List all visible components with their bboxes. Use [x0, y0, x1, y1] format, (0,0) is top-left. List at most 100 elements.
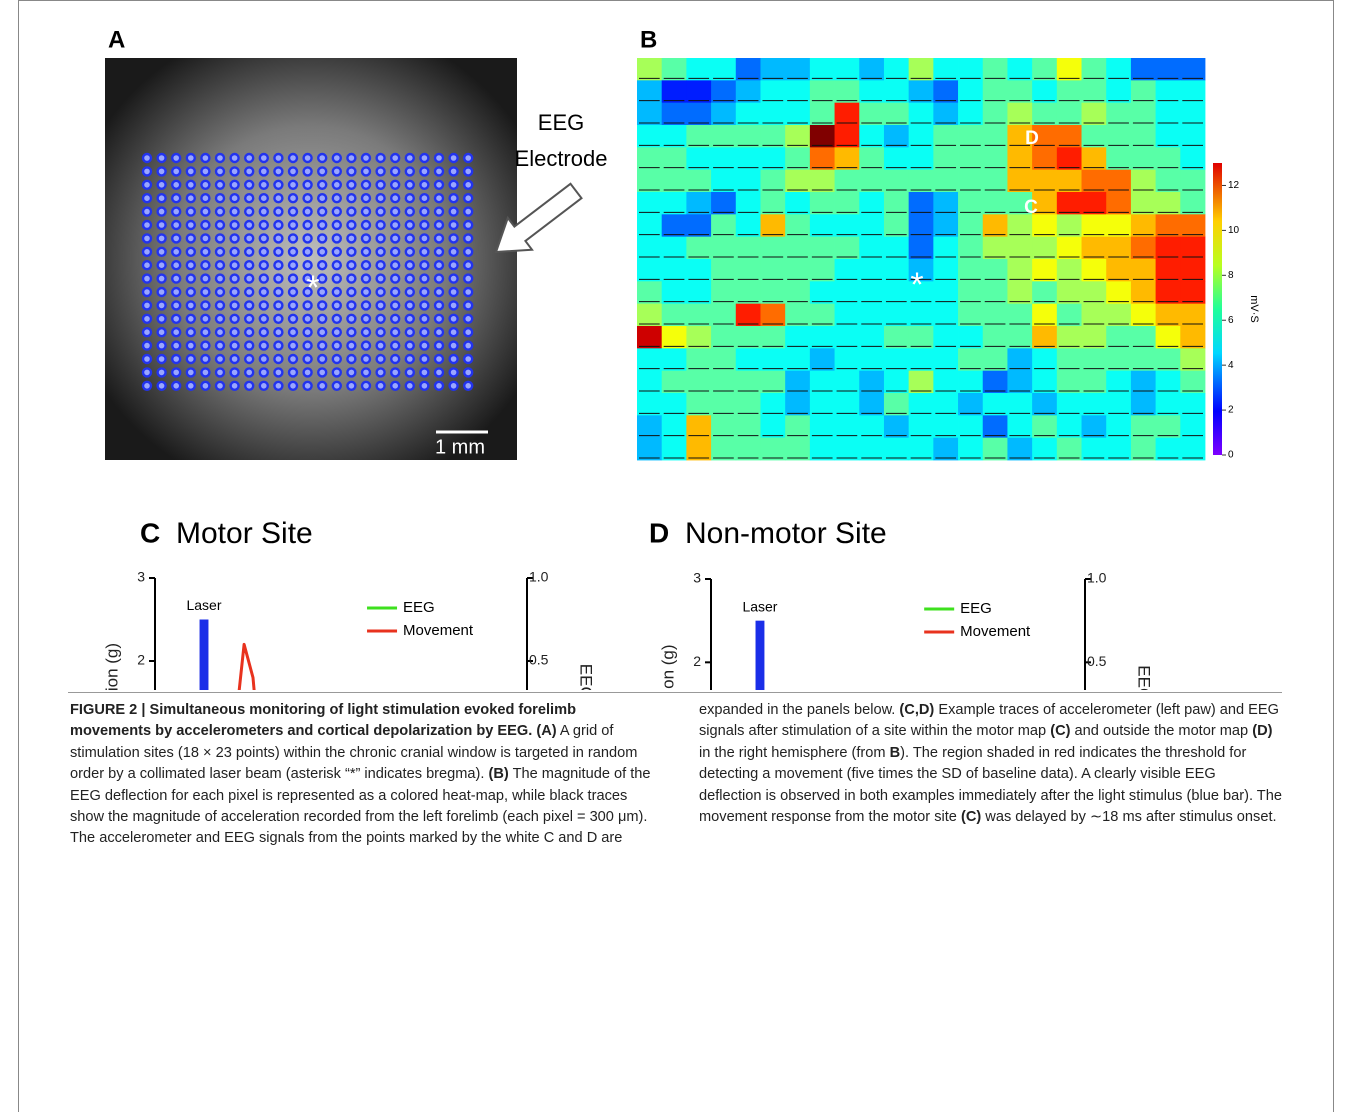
stimulation-site	[419, 152, 430, 164]
stimulation-site	[243, 313, 255, 324]
heat-cell	[933, 147, 959, 171]
stimulation-site	[390, 353, 401, 365]
heat-cell	[1081, 326, 1107, 349]
stimulation-site	[141, 286, 153, 298]
stimulation-site	[302, 300, 313, 311]
heat-cell	[809, 326, 835, 349]
legend-label: Movement	[960, 623, 1031, 640]
heat-cell	[834, 370, 860, 394]
stimulation-site	[360, 273, 372, 284]
stimulation-site	[433, 300, 445, 311]
heat-cell	[686, 147, 712, 171]
heat-cell	[1155, 125, 1181, 148]
heat-cell	[933, 348, 959, 372]
stimulation-site	[200, 353, 211, 365]
heat-cell	[661, 58, 687, 81]
stimulation-site	[214, 206, 226, 217]
heat-cell	[637, 169, 663, 193]
stimulation-site	[229, 286, 240, 298]
stimulation-site	[463, 233, 474, 244]
stimulation-site	[214, 380, 226, 391]
heat-cell	[908, 192, 934, 215]
stimulation-site	[243, 192, 255, 204]
caption-text: in the right hemisphere (from	[699, 744, 890, 761]
stimulation-site	[331, 246, 342, 258]
heat-cell	[785, 370, 811, 394]
heat-cell	[711, 281, 737, 305]
heat-cell	[883, 415, 910, 439]
heat-cell	[908, 147, 934, 171]
heat-cell	[1032, 370, 1058, 394]
stimulation-site	[390, 166, 401, 177]
stimulation-site	[390, 367, 401, 378]
stimulation-site	[287, 273, 299, 284]
stimulation-site	[229, 219, 240, 231]
stimulation-site	[404, 179, 415, 191]
heat-cell	[760, 415, 786, 439]
stimulation-site	[390, 233, 401, 244]
heat-cell	[1056, 192, 1082, 215]
stimulation-site	[273, 152, 284, 164]
stimulation-site	[141, 152, 153, 164]
heat-cell	[1155, 303, 1181, 327]
stimulation-site	[229, 327, 240, 338]
stimulation-site	[214, 273, 226, 284]
heat-cell	[1130, 192, 1157, 215]
stimulation-site	[419, 246, 430, 258]
heat-cell	[908, 437, 934, 461]
stimulation-site	[463, 206, 474, 217]
stimulation-site	[156, 286, 167, 298]
heat-cell	[1056, 125, 1082, 148]
heat-cell	[1155, 192, 1181, 215]
heat-cell	[1180, 80, 1206, 104]
heat-cell	[1007, 169, 1033, 193]
stimulation-site	[404, 340, 415, 351]
heat-cell	[883, 259, 910, 282]
stimulation-site	[229, 313, 240, 324]
stimulation-site	[185, 313, 197, 324]
heat-cell	[933, 192, 959, 215]
stimulation-site	[287, 340, 299, 351]
heat-cell	[711, 102, 737, 126]
colorbar-tick-label: 2	[1228, 405, 1234, 416]
stimulation-site	[302, 206, 313, 217]
stimulation-site	[448, 260, 459, 271]
heat-cell	[834, 58, 860, 81]
stimulation-site	[214, 313, 226, 324]
heat-cell	[1106, 370, 1132, 394]
caption-text: (A)	[536, 723, 557, 740]
heat-cell	[958, 169, 984, 193]
heat-cell	[1081, 147, 1107, 171]
electrode-arrow	[494, 182, 583, 254]
heat-cell	[711, 236, 737, 260]
heat-cell	[1056, 326, 1082, 349]
stimulation-site	[448, 327, 459, 338]
laser-bar	[755, 620, 765, 690]
stimulation-site	[302, 273, 313, 284]
heat-cell	[883, 370, 910, 394]
heat-cell	[1032, 259, 1058, 282]
heat-cell	[661, 102, 687, 126]
heat-cell	[711, 259, 737, 282]
stimulation-site	[287, 206, 299, 217]
heat-cell	[661, 370, 687, 394]
heat-cell	[809, 437, 835, 461]
stimulation-site	[360, 152, 372, 164]
heat-cell	[1180, 147, 1206, 171]
stimulation-site	[331, 179, 342, 191]
heat-cell	[933, 370, 959, 394]
heat-cell	[1106, 125, 1132, 148]
heat-cell	[661, 437, 687, 461]
heat-cell	[1155, 169, 1181, 193]
heat-cell	[982, 393, 1008, 416]
stimulation-site	[243, 286, 255, 298]
stimulation-site	[404, 152, 415, 164]
stimulation-site	[185, 206, 197, 217]
stimulation-site	[200, 246, 211, 258]
heat-cell	[1081, 214, 1107, 238]
stimulation-site	[273, 179, 284, 191]
site-label: C	[1024, 197, 1038, 218]
heat-cell	[1180, 303, 1206, 327]
heat-cell	[1180, 169, 1206, 193]
